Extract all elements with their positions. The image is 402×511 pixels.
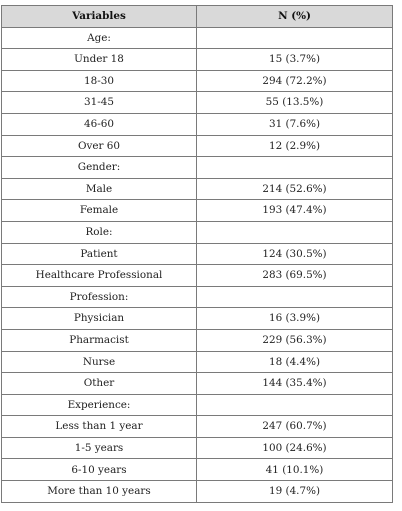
variable-cell: Age: <box>1 26 197 50</box>
value-cell: 41 (10.1%) <box>196 458 393 482</box>
variable-cell: Nurse <box>1 350 197 374</box>
table-header: Variables N (%) <box>1 5 393 28</box>
value-cell <box>196 285 393 309</box>
variable-cell: Healthcare Professional <box>1 264 197 287</box>
table-row: Under 18 15 (3.7%) <box>1 48 393 71</box>
variable-cell: Other <box>1 372 197 395</box>
table-row: 31-45 55 (13.5%) <box>1 91 393 114</box>
table-row: Role: <box>1 220 393 244</box>
value-cell: 214 (52.6%) <box>196 177 393 201</box>
variable-cell: 31-45 <box>1 91 197 114</box>
variable-cell: Under 18 <box>1 48 197 71</box>
value-cell: 229 (56.3%) <box>196 328 393 352</box>
table-row: Healthcare Professional 283 (69.5%) <box>1 264 393 287</box>
value-cell: 100 (24.6%) <box>196 436 393 460</box>
value-cell <box>196 393 393 417</box>
table-row: Physician 16 (3.9%) <box>1 307 393 330</box>
table-row: More than 10 years 19 (4.7%) <box>1 480 393 503</box>
value-cell: 12 (2.9%) <box>196 134 393 158</box>
table-row: 1-5 years 100 (24.6%) <box>1 436 393 460</box>
table-row: Age: <box>1 26 393 50</box>
value-cell: 294 (72.2%) <box>196 69 393 93</box>
value-cell <box>196 220 393 244</box>
value-cell: 15 (3.7%) <box>196 48 393 71</box>
variable-cell: 1-5 years <box>1 436 197 460</box>
variable-cell: Female <box>1 199 197 222</box>
demographics-table: Variables N (%) Age: Under 18 15 (3.7%) … <box>1 5 393 503</box>
value-cell: 18 (4.4%) <box>196 350 393 374</box>
variable-cell: Less than 1 year <box>1 415 197 438</box>
header-count-percent: N (%) <box>196 5 393 28</box>
value-cell: 283 (69.5%) <box>196 264 393 287</box>
table-row: Nurse 18 (4.4%) <box>1 350 393 374</box>
value-cell: 55 (13.5%) <box>196 91 393 114</box>
variable-cell: 18-30 <box>1 69 197 93</box>
header-variables: Variables <box>1 5 197 28</box>
variable-cell: Role: <box>1 220 197 244</box>
variable-cell: Patient <box>1 242 197 266</box>
table-row: Experience: <box>1 393 393 417</box>
value-cell: 31 (7.6%) <box>196 112 393 136</box>
table-row: Pharmacist 229 (56.3%) <box>1 328 393 352</box>
table-row: Over 60 12 (2.9%) <box>1 134 393 158</box>
variable-cell: Profession: <box>1 285 197 309</box>
value-cell: 144 (35.4%) <box>196 372 393 395</box>
table-row: Female 193 (47.4%) <box>1 199 393 222</box>
value-cell: 193 (47.4%) <box>196 199 393 222</box>
table-row: Gender: <box>1 156 393 179</box>
table-row: 6-10 years 41 (10.1%) <box>1 458 393 482</box>
variable-cell: 6-10 years <box>1 458 197 482</box>
table-row: Male 214 (52.6%) <box>1 177 393 201</box>
variable-cell: More than 10 years <box>1 480 197 503</box>
value-cell: 16 (3.9%) <box>196 307 393 330</box>
table-row: 46-60 31 (7.6%) <box>1 112 393 136</box>
variable-cell: 46-60 <box>1 112 197 136</box>
table-row: Patient 124 (30.5%) <box>1 242 393 266</box>
variable-cell: Over 60 <box>1 134 197 158</box>
variable-cell: Experience: <box>1 393 197 417</box>
value-cell: 124 (30.5%) <box>196 242 393 266</box>
table-row: Other 144 (35.4%) <box>1 372 393 395</box>
variable-cell: Physician <box>1 307 197 330</box>
value-cell <box>196 156 393 179</box>
variable-cell: Male <box>1 177 197 201</box>
variable-cell: Gender: <box>1 156 197 179</box>
table-row: 18-30 294 (72.2%) <box>1 69 393 93</box>
variable-cell: Pharmacist <box>1 328 197 352</box>
table-body: Age: Under 18 15 (3.7%) 18-30 294 (72.2%… <box>1 26 393 503</box>
value-cell: 247 (60.7%) <box>196 415 393 438</box>
value-cell: 19 (4.7%) <box>196 480 393 503</box>
table-row: Less than 1 year 247 (60.7%) <box>1 415 393 438</box>
value-cell <box>196 26 393 50</box>
header-row: Variables N (%) <box>1 5 393 28</box>
table-row: Profession: <box>1 285 393 309</box>
